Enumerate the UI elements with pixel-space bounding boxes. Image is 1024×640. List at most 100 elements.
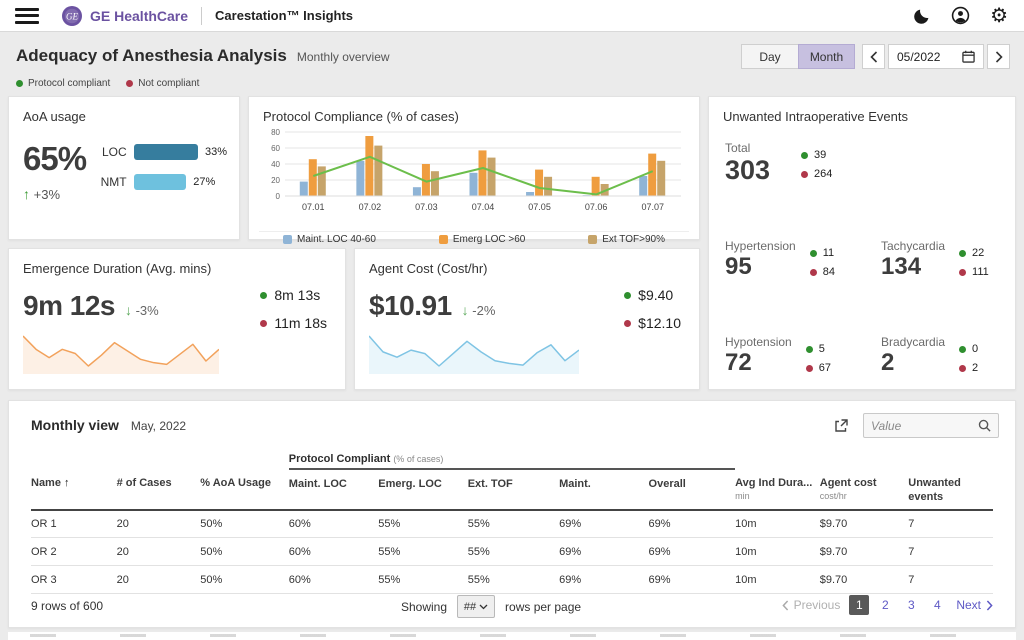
table-cell: 10m [735, 565, 820, 594]
table-row[interactable]: OR 3 20 50% 60% 55% 55% 69% 69% 10m $9.70 7 [31, 565, 993, 594]
column-header-maint-loc[interactable]: Maint. LOC [288, 469, 379, 511]
settings-gear-icon[interactable]: ⚙ [990, 4, 1008, 27]
page-number-4[interactable]: 4 [933, 598, 941, 612]
column-header-ext-tof[interactable]: Ext. TOF [467, 469, 560, 511]
table-cell: OR 2 [31, 537, 117, 566]
table-cell: OR 1 [31, 509, 117, 538]
table-cell: 60% [288, 565, 379, 594]
page-number-3[interactable]: 3 [907, 598, 915, 612]
month-toggle-button[interactable]: Month [798, 44, 855, 69]
column-header-maint[interactable]: Maint. [559, 469, 649, 511]
emergence-value: 9m 12s [23, 290, 115, 321]
column-header-unwanted-events[interactable]: Unwanted events [908, 469, 993, 511]
green-dot-icon [624, 291, 632, 299]
chevron-left-icon [781, 599, 788, 611]
topbar-divider [201, 6, 203, 25]
column-header-name[interactable]: Name ↑ [31, 469, 117, 511]
day-month-toggle: Day Month [741, 44, 855, 69]
table-row[interactable]: OR 2 20 50% 60% 55% 55% 69% 69% 10m $9.70 7 [31, 537, 993, 566]
table-cell: OR 3 [31, 565, 117, 594]
aoa-bars: LOC 33% NMT 27% [97, 134, 227, 204]
page-number-1[interactable]: 1 [849, 595, 870, 615]
date-field[interactable]: 05/2022 [888, 44, 984, 69]
column-header-aoa-usage[interactable]: % AoA Usage [200, 469, 289, 511]
table-cell: 55% [378, 565, 468, 594]
table-cell: $9.70 [819, 565, 909, 594]
events-total-label: Total [725, 141, 751, 155]
column-header-agent-cost[interactable]: Agent cost cost/hr [819, 469, 909, 511]
green-dot-icon [801, 151, 808, 159]
next-page-button[interactable]: Next [956, 598, 993, 612]
red-dot-icon [260, 319, 268, 327]
column-header-avg-ind-duration[interactable]: Avg Ind Dura... min [735, 469, 820, 511]
events-total-value: 303 [725, 155, 771, 185]
table-cell: 69% [648, 537, 736, 566]
table-cell: $9.70 [819, 509, 909, 538]
red-dot-icon [959, 364, 967, 372]
column-header-overall[interactable]: Overall [648, 469, 736, 511]
protocol-compliance-card: Protocol Compliance (% of cases) 0 20 40 60… [248, 96, 700, 245]
top-bar: GE GE HealthCare Carestation™ Insights ⚙ [0, 0, 1024, 32]
green-dot-icon [805, 345, 813, 353]
legend-compliant-label: Protocol compliant [28, 78, 111, 89]
menu-icon[interactable] [15, 7, 39, 24]
page-title: Adequacy of Anesthesia Analysis [16, 46, 287, 65]
ge-monogram-icon: GE [62, 5, 82, 26]
dark-mode-icon[interactable] [913, 7, 931, 25]
page-header: Adequacy of Anesthesia Analysis Monthly … [0, 32, 1024, 92]
page-number-2[interactable]: 2 [881, 598, 889, 612]
svg-text:20: 20 [271, 176, 280, 185]
svg-text:80: 80 [271, 128, 280, 137]
export-icon[interactable] [833, 418, 849, 434]
hypotension-block: Hypotension 72 5 67 [725, 335, 831, 376]
column-header-emerg-loc[interactable]: Emerg. LOC [378, 469, 468, 511]
legend-item: Ext TOF>90% [588, 234, 665, 245]
emergence-sparkline [22, 335, 220, 374]
svg-text:07.03: 07.03 [415, 202, 438, 212]
agent-card-title: Agent Cost (Cost/hr) [369, 261, 488, 276]
table-cell: 7 [908, 565, 993, 594]
table-cell: 55% [467, 537, 560, 566]
rows-per-page-select[interactable]: ## [457, 595, 496, 618]
table-row[interactable]: OR 1 20 50% 60% 55% 55% 69% 69% 10m $9.70 7 [31, 509, 993, 538]
table-cell: 69% [559, 565, 649, 594]
monthly-view-panel: Monthly view May, 2022 Pr [8, 400, 1016, 628]
chevron-right-icon [986, 599, 993, 611]
user-account-icon[interactable] [951, 6, 970, 25]
monthly-table: Protocol Compliant (% of cases) Name ↑ #… [31, 449, 993, 594]
search-icon[interactable] [978, 419, 991, 432]
day-toggle-button[interactable]: Day [741, 44, 798, 69]
emergence-card-title: Emergence Duration (Avg. mins) [23, 261, 212, 276]
column-header-cases[interactable]: # of Cases [116, 469, 201, 511]
next-month-button[interactable] [987, 44, 1010, 69]
table-cell: 60% [288, 509, 379, 538]
table-cell: 10m [735, 537, 820, 566]
svg-text:07.06: 07.06 [585, 202, 608, 212]
svg-text:07.01: 07.01 [302, 202, 325, 212]
chevron-down-icon [479, 604, 488, 609]
table-cell: 20 [116, 509, 201, 538]
clipped-table-row [8, 632, 1016, 640]
table-cell: 55% [378, 509, 468, 538]
previous-month-button[interactable] [862, 44, 885, 69]
compliance-legend: Protocol compliant Not compliant [16, 78, 199, 89]
protocol-chart-legend: Maint. LOC 40-60 Emerg LOC >60 Ext TOF>90% [259, 231, 689, 245]
tachycardia-block: Tachycardia 134 22 111 [881, 239, 989, 280]
table-cell: 55% [467, 509, 560, 538]
svg-text:07.05: 07.05 [528, 202, 551, 212]
red-dot-icon [126, 80, 134, 87]
search-input[interactable] [871, 418, 978, 433]
agent-cost-card: Agent Cost (Cost/hr) $10.91 ↓ -2% $9.40 … [354, 248, 700, 390]
table-cell: 7 [908, 509, 993, 538]
aoa-card-title: AoA usage [23, 109, 86, 124]
previous-page-button[interactable]: Previous [781, 598, 840, 612]
app-name: Carestation™ Insights [215, 8, 354, 23]
table-cell: 10m [735, 509, 820, 538]
table-cell: 7 [908, 537, 993, 566]
date-value: 05/2022 [897, 49, 941, 64]
aoa-usage-card: AoA usage 65% ↑ +3% LOC 33% NMT 27% [8, 96, 240, 240]
red-dot-icon [959, 268, 967, 276]
green-dot-icon [959, 249, 967, 257]
svg-text:0: 0 [276, 192, 281, 201]
